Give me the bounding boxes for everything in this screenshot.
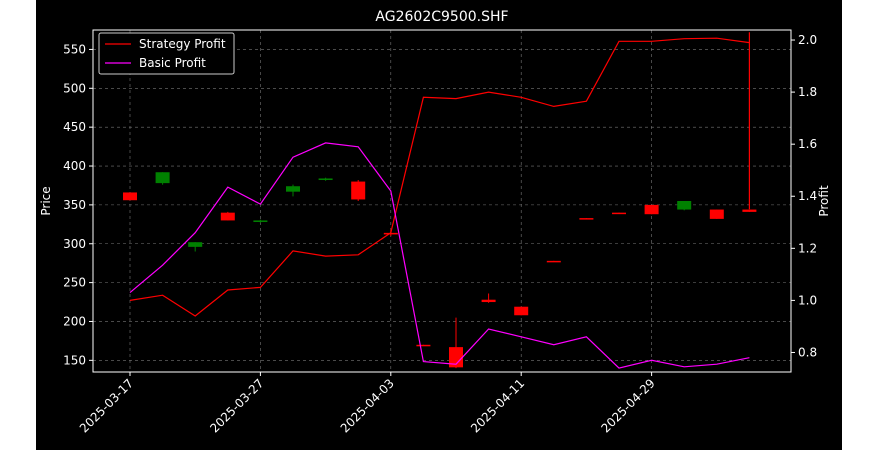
legend: Strategy Profit Basic Profit	[98, 32, 235, 75]
candle-body	[546, 260, 561, 263]
chart-figure: AG2602C9500.SHF 150 200 250 300 350 400 450 500…	[36, 0, 842, 450]
candle-body	[220, 212, 235, 221]
right-tick-label: 1.8	[798, 85, 817, 99]
left-tick-label: 350	[63, 198, 86, 212]
legend-basic-label: Basic Profit	[139, 56, 206, 70]
candle-body	[481, 299, 496, 303]
left-tick-label: 250	[63, 276, 86, 290]
right-axis: 0.8 1.0 1.2 1.4 1.6 1.8 2.0	[791, 33, 817, 359]
right-tick-label: 0.8	[798, 345, 817, 359]
plot-frame	[92, 29, 792, 373]
candle-body	[253, 220, 268, 222]
profit-lines	[129, 32, 751, 369]
strategy-profit-line	[129, 37, 750, 317]
candle-body	[612, 212, 626, 215]
candle-body	[677, 201, 692, 210]
right-tick-label: 1.6	[798, 137, 817, 151]
x-tick-label: 2025-04-29	[599, 376, 658, 435]
x-tick-label: 2025-04-11	[468, 376, 527, 435]
candle-body	[514, 306, 529, 316]
candlestick-chart: AG2602C9500.SHF 150 200 250 300 350 400 450 500…	[39, 9, 831, 435]
legend-box	[98, 32, 235, 75]
chart-title: AG2602C9500.SHF	[375, 9, 508, 25]
candle-body	[318, 178, 333, 181]
candles	[123, 172, 757, 369]
legend-strategy-label: Strategy Profit	[139, 37, 226, 51]
basic-profit-line	[129, 142, 750, 369]
candle-body	[123, 192, 137, 201]
right-tick-label: 1.0	[798, 293, 817, 307]
right-tick-label: 1.4	[798, 189, 817, 203]
left-axis-label: Price	[39, 186, 53, 215]
candle-body	[351, 181, 366, 200]
candle-body	[579, 218, 594, 220]
candle-body	[286, 186, 300, 192]
candle-body	[188, 242, 203, 247]
candle-body	[383, 232, 398, 235]
left-tick-label: 150	[63, 353, 86, 367]
x-tick-label: 2025-04-03	[338, 376, 397, 435]
x-tick-label: 2025-03-17	[77, 376, 136, 435]
candle-body	[416, 344, 431, 347]
left-tick-label: 300	[63, 237, 86, 251]
x-axis: 2025-03-17 2025-03-27 2025-04-03 2025-04-11…	[77, 372, 658, 435]
candle-body	[449, 347, 463, 368]
candle-body	[644, 204, 659, 215]
right-tick-label: 1.2	[798, 241, 817, 255]
left-tick-label: 200	[63, 314, 86, 328]
left-tick-label: 550	[63, 42, 86, 56]
candle-body	[742, 209, 757, 212]
left-axis: 150 200 250 300 350 400 450 500 550	[63, 42, 93, 367]
left-tick-label: 400	[63, 159, 86, 173]
left-tick-label: 450	[63, 120, 86, 134]
right-tick-label: 2.0	[798, 33, 817, 47]
x-tick-label: 2025-03-27	[207, 376, 266, 435]
left-tick-label: 500	[63, 81, 86, 95]
right-axis-label: Profit	[817, 185, 831, 217]
candle-body	[709, 209, 724, 219]
candle-body	[155, 172, 170, 184]
